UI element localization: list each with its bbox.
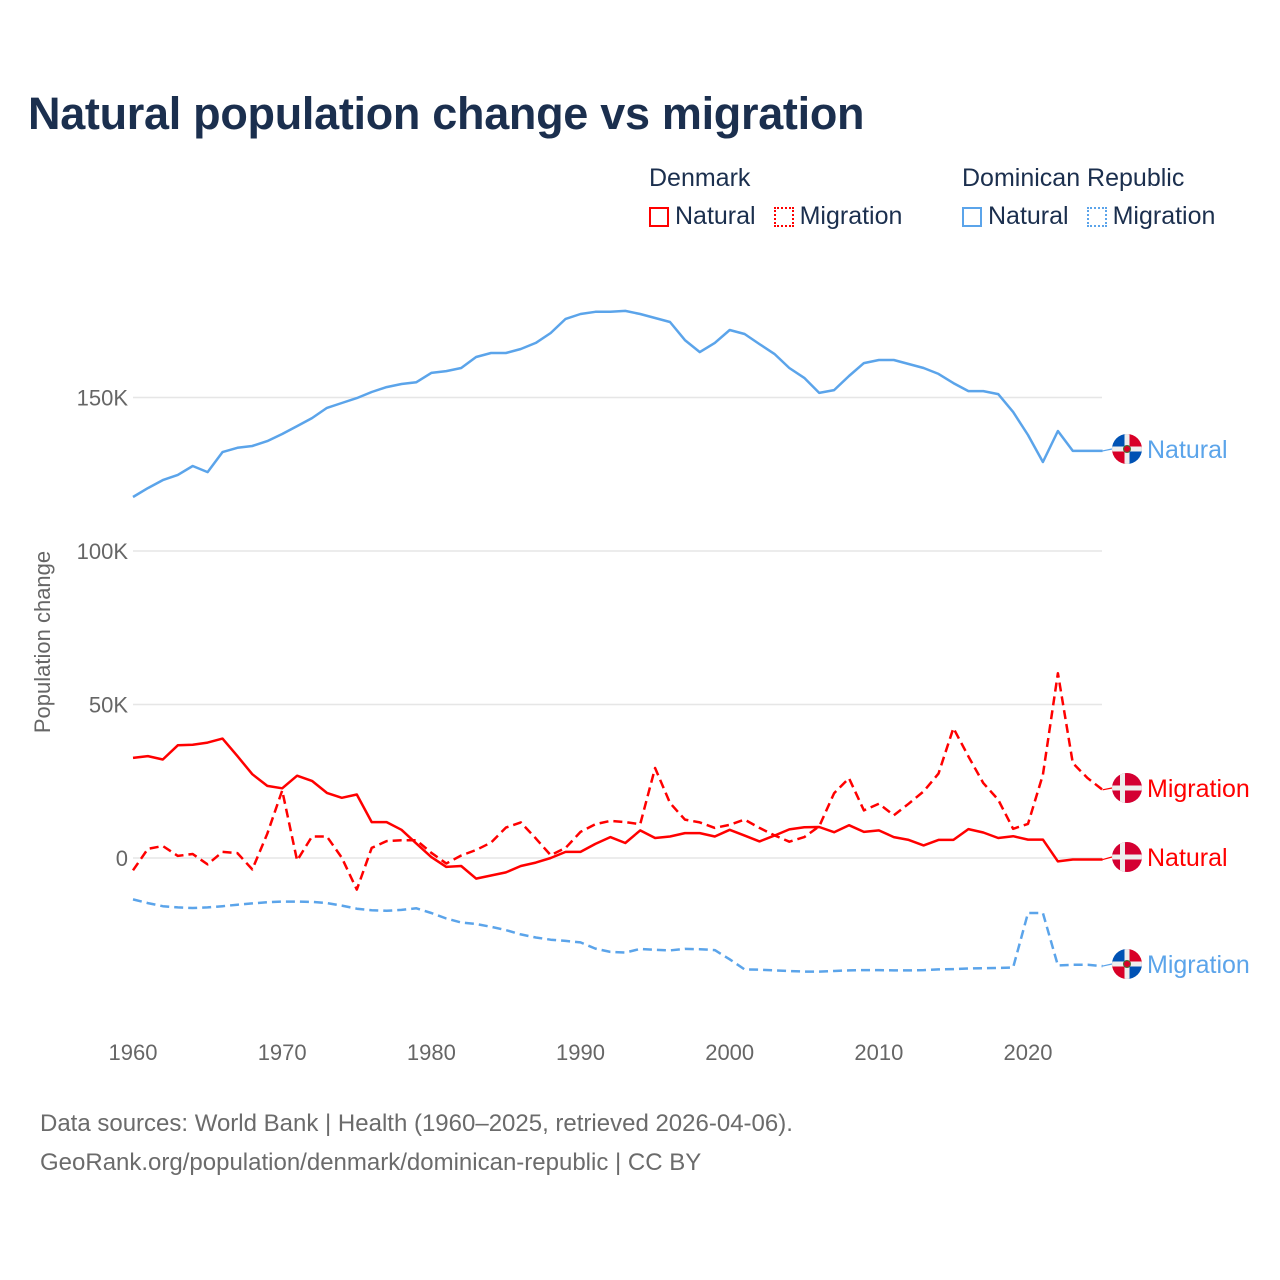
series-line-dominican-republic-natural: [132, 309, 1103, 499]
series-end-label: Natural: [1147, 436, 1228, 464]
x-tick-label: 1990: [556, 1040, 605, 1065]
series-end-label: Migration: [1147, 775, 1250, 803]
y-tick-label: 0: [116, 846, 128, 871]
series-line-dominican-republic-migration: [132, 898, 1103, 973]
legend-item-denmark-migration[interactable]: Migration: [773, 202, 903, 231]
x-tick-label: 1960: [109, 1040, 158, 1065]
legend-group-denmark: Denmark Natural Migration: [649, 160, 920, 231]
y-tick-label: 150K: [77, 386, 129, 411]
attribution-link[interactable]: GeoRank.org/population/denmark/dominican…: [40, 1149, 702, 1176]
denmark-flag-icon: [1112, 773, 1142, 803]
data-source-note: Data sources: World Bank | Health (1960–…: [40, 1110, 793, 1137]
label-connector: [1102, 963, 1113, 967]
x-tick-label: 1980: [407, 1040, 456, 1065]
legend-item-label: Migration: [799, 202, 903, 230]
y-tick-label: 100K: [77, 539, 129, 564]
series-end-label: Migration: [1147, 951, 1250, 979]
dominican-republic-flag-icon: [1112, 434, 1142, 464]
legend-country-label: Dominican Republic: [962, 164, 1185, 192]
footer: Data sources: World Bank | Health (1960–…: [40, 1104, 793, 1182]
y-tick-label: 50K: [89, 693, 128, 718]
chart-title: Natural population change vs migration: [28, 88, 865, 139]
dominican-republic-flag-icon: [1112, 949, 1142, 979]
y-axis-label: Population change: [30, 551, 55, 733]
legend-swatch-dotted: [1086, 206, 1107, 227]
legend-swatch-dotted: [773, 206, 794, 227]
legend-item-dr-natural[interactable]: Natural: [962, 202, 1069, 231]
x-tick-label: 2010: [854, 1040, 903, 1065]
label-connector: [1102, 787, 1113, 791]
legend-swatch-solid: [649, 206, 669, 227]
legend-item-label: Natural: [675, 202, 756, 230]
legend-country-label: Denmark: [649, 164, 751, 192]
x-tick-label: 1970: [258, 1040, 307, 1065]
x-tick-label: 2000: [705, 1040, 754, 1065]
legend-item-denmark-natural[interactable]: Natural: [649, 202, 756, 231]
series-line-denmark-migration: [131, 671, 1104, 891]
legend-swatch-solid: [962, 206, 982, 227]
label-connector: [1102, 856, 1113, 861]
legend-item-label: Migration: [1112, 202, 1216, 230]
series-end-label: Natural: [1147, 844, 1228, 872]
label-connector: [1102, 448, 1113, 452]
legend-item-dr-migration[interactable]: Migration: [1086, 202, 1216, 231]
legend-group-dominican-republic: Dominican Republic Natural Migration: [962, 160, 1233, 231]
x-tick-label: 2020: [1004, 1040, 1053, 1065]
denmark-flag-icon: [1112, 842, 1142, 872]
legend-item-label: Natural: [988, 202, 1069, 230]
series-line-denmark-natural: [132, 737, 1103, 880]
